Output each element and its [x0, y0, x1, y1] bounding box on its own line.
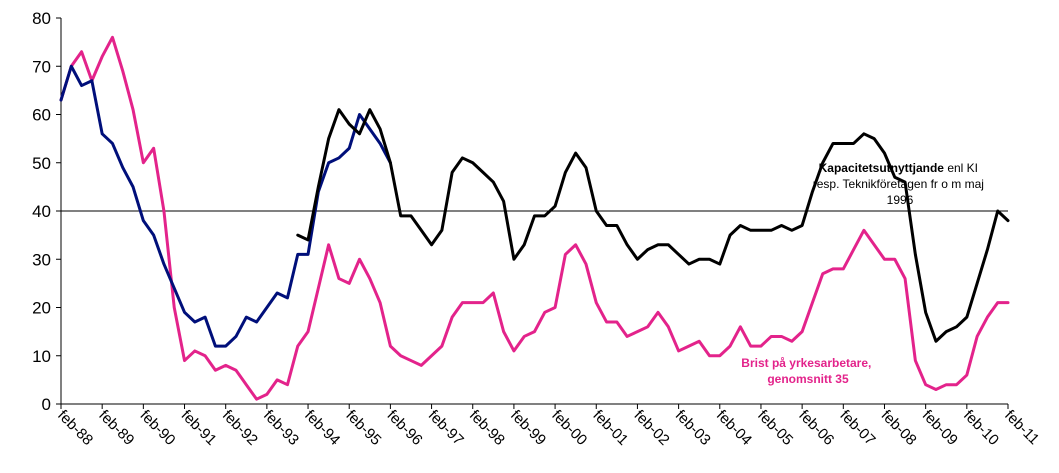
series-layer: [59, 35, 1010, 401]
annotation-kapacitet-bold: Kapacitetsutnyttjande: [819, 161, 945, 175]
y-tick-label: 30: [32, 250, 51, 269]
x-tick-label: feb-99: [507, 407, 549, 449]
x-tick-label: feb-00: [548, 407, 590, 449]
annotation-brist: Brist på yrkesarbetare, genomsnitt 35: [741, 356, 874, 386]
x-tick-label: feb-01: [589, 407, 631, 449]
series-line-2: [296, 108, 1010, 343]
x-tick-label: feb-95: [342, 407, 384, 449]
annotation-kapacitet-rest: enl KI: [944, 161, 978, 175]
x-tick-label: feb-96: [384, 407, 426, 449]
y-tick-label: 50: [32, 154, 51, 173]
y-axis-ticks: 0 10 20 30 40 50 60 70 80: [32, 9, 61, 414]
x-tick-label: feb-97: [425, 407, 467, 449]
series-line-0: [59, 35, 1010, 401]
x-tick-label: feb-05: [754, 407, 796, 449]
annotation-brist-line2: genomsnitt 35: [767, 372, 849, 386]
y-tick-label: 10: [32, 347, 51, 366]
y-tick-label: 20: [32, 299, 51, 318]
x-tick-label: feb-06: [795, 407, 837, 449]
x-tick-label: feb-91: [178, 407, 220, 449]
x-tick-label: feb-89: [95, 407, 137, 449]
x-tick-label: feb-98: [466, 407, 508, 449]
x-tick-label: feb-07: [836, 407, 878, 449]
annotation-brist-line1: Brist på yrkesarbetare,: [741, 356, 871, 370]
x-tick-label: feb-03: [672, 407, 714, 449]
series-line-1: [59, 64, 392, 348]
y-tick-label: 70: [32, 57, 51, 76]
annotation-kapacitet-line3: 1996: [887, 193, 914, 207]
y-tick-label: 0: [42, 395, 51, 414]
y-tick-label: 60: [32, 106, 51, 125]
x-tick-label: feb-94: [301, 407, 343, 449]
x-tick-label: feb-09: [919, 407, 961, 449]
x-tick-label: feb-90: [137, 407, 179, 449]
x-tick-label: feb-88: [54, 407, 96, 449]
x-tick-label: feb-10: [960, 407, 1002, 449]
x-tick-label: feb-08: [878, 407, 920, 449]
annotation-kapacitet-line2: resp. Teknikföretagen fr o m maj: [813, 177, 984, 191]
y-tick-label: 40: [32, 202, 51, 221]
x-tick-label: feb-02: [631, 407, 673, 449]
x-tick-label: feb-93: [260, 407, 302, 449]
x-tick-label: feb-11: [1001, 407, 1042, 448]
y-tick-label: 80: [32, 9, 51, 28]
x-axis-ticks: feb-88 feb-89 feb-90 feb-91 feb-92 feb-93 feb-…: [54, 404, 1042, 449]
x-tick-label: feb-92: [219, 407, 261, 449]
annotation-kapacitet: Kapacitetsutnyttjande enl KI resp. Tekni…: [813, 161, 988, 207]
x-tick-label: feb-04: [713, 407, 755, 449]
